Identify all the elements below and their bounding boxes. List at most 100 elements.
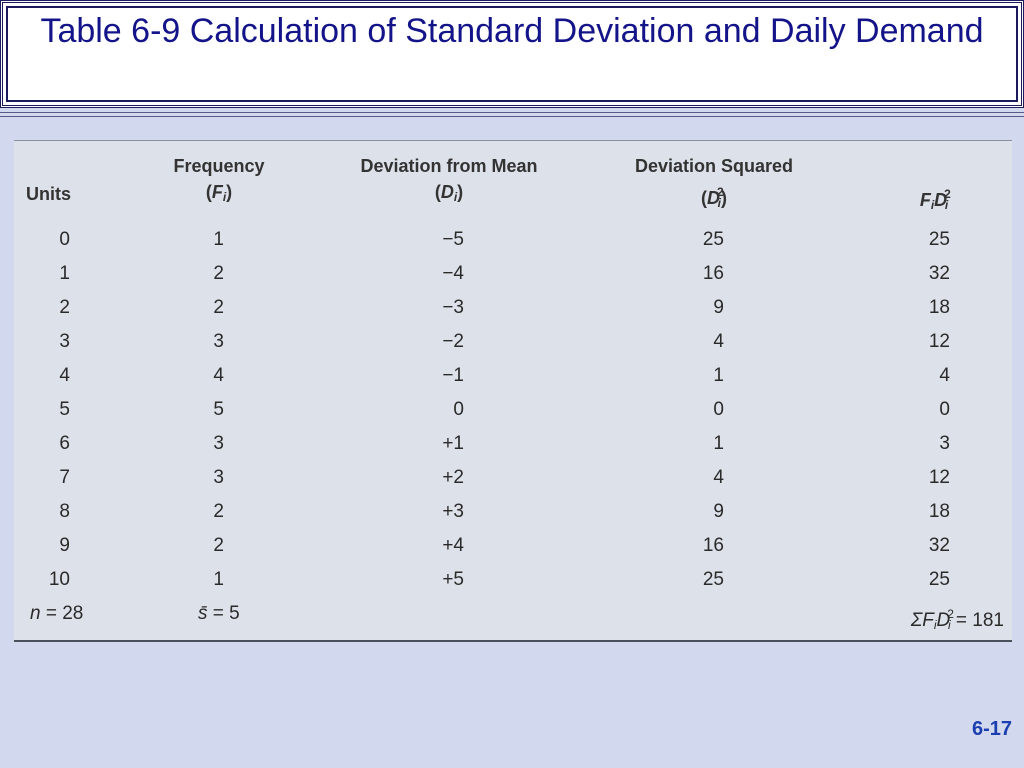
cell-dev-squared: 9	[713, 297, 724, 318]
cell-deviation: +3	[442, 501, 464, 522]
cell-dev-squared: 25	[702, 229, 724, 250]
table-row: 3 3 −2 4 12	[14, 325, 1012, 359]
total-n: n = 28	[30, 597, 130, 631]
cell-dev-squared: 4	[713, 331, 724, 352]
fd2-d: D	[934, 190, 948, 210]
cell-fd2: 25	[928, 229, 950, 250]
cell-units: 1	[59, 263, 70, 284]
total-mean-label: s̄	[198, 603, 208, 624]
cell-frequency: 2	[213, 501, 224, 522]
cell-dev-squared: 1	[713, 365, 724, 386]
table-row: 10 1 +5 25 25	[14, 563, 1012, 597]
header-frequency: Frequency (Fi)	[154, 153, 284, 210]
header-dev-squared-label: Deviation Squared	[634, 156, 794, 176]
cell-frequency: 2	[213, 535, 224, 556]
cell-deviation: −2	[442, 331, 464, 352]
cell-dev-squared: 1	[713, 433, 724, 454]
cell-frequency: 2	[213, 263, 224, 284]
devsq-sub: i	[717, 196, 722, 210]
header-deviation: Deviation from Mean (Di)	[344, 153, 554, 210]
header-frequency-symbol: (Fi)	[205, 182, 233, 204]
cell-deviation: −3	[442, 297, 464, 318]
fd2-f: F	[919, 190, 931, 210]
header-dev-squared: Deviation Squared (D2i)	[619, 153, 809, 216]
header-frequency-label: Frequency	[173, 156, 265, 176]
cell-units: 3	[59, 331, 70, 352]
cell-deviation: −4	[442, 263, 464, 284]
total-sum-prefix: ΣF	[910, 610, 934, 631]
cell-fd2: 4	[939, 365, 950, 386]
cell-frequency: 1	[213, 229, 224, 250]
total-n-label: n	[30, 603, 41, 624]
table-row: 4 4 −1 1 4	[14, 359, 1012, 393]
cell-units: 7	[59, 467, 70, 488]
cell-units: 0	[59, 229, 70, 250]
table-row: 1 2 −4 16 32	[14, 257, 1012, 291]
table-row: 9 2 +4 16 32	[14, 529, 1012, 563]
cell-frequency: 2	[213, 297, 224, 318]
cell-deviation: −1	[442, 365, 464, 386]
title-box: Table 6-9 Calculation of Standard Deviat…	[0, 0, 1024, 108]
cell-dev-squared: 25	[702, 569, 724, 590]
cell-fd2: 18	[928, 297, 950, 318]
cell-units: 2	[59, 297, 70, 318]
cell-units: 8	[59, 501, 70, 522]
devsq-sym: D	[706, 188, 720, 208]
slide-title: Table 6-9 Calculation of Standard Deviat…	[40, 12, 984, 50]
cell-deviation: +5	[442, 569, 464, 590]
cell-fd2: 12	[928, 331, 950, 352]
dev-sym: D	[440, 182, 454, 202]
header-deviation-symbol: (Di)	[434, 182, 464, 204]
cell-deviation: +1	[442, 433, 464, 454]
total-sum-d-sub: i	[947, 618, 951, 632]
cell-units: 6	[59, 433, 70, 454]
title-frame	[6, 6, 1018, 102]
cell-fd2: 32	[928, 535, 950, 556]
cell-fd2: 12	[928, 467, 950, 488]
cell-fd2: 25	[928, 569, 950, 590]
fd2-d-sub: i	[944, 198, 949, 212]
cell-deviation: −5	[442, 229, 464, 250]
table-row: 5 5 0 0 0	[14, 393, 1012, 427]
cell-units: 5	[59, 399, 70, 420]
table-row: 7 3 +2 4 12	[14, 461, 1012, 495]
total-sum-value: = 181	[955, 610, 1004, 631]
cell-fd2: 18	[928, 501, 950, 522]
cell-units: 10	[48, 569, 70, 590]
table-row: 2 2 −3 9 18	[14, 291, 1012, 325]
freq-sub: i	[222, 190, 227, 204]
total-mean-value: = 5	[212, 603, 240, 624]
cell-dev-squared: 9	[713, 501, 724, 522]
data-table: Units Frequency (Fi) Deviation from Mean…	[14, 140, 1012, 642]
cell-deviation: +2	[442, 467, 464, 488]
slide-number: 6-17	[971, 718, 1012, 740]
total-n-value: = 28	[45, 603, 84, 624]
fd2-sup: 2	[944, 187, 951, 201]
freq-sym: F	[211, 182, 223, 202]
divider-bottom	[0, 116, 1024, 117]
total-sum-f-sub: i	[933, 618, 937, 632]
cell-dev-squared: 16	[702, 263, 724, 284]
cell-deviation: 0	[453, 399, 464, 420]
total-sum: ΣFiD2i = 181	[844, 597, 1004, 632]
cell-dev-squared: 4	[713, 467, 724, 488]
total-mean: s̄ = 5	[198, 597, 298, 631]
cell-frequency: 3	[213, 331, 224, 352]
cell-frequency: 4	[213, 365, 224, 386]
cell-frequency: 3	[213, 467, 224, 488]
cell-fd2: 3	[939, 433, 950, 454]
cell-deviation: +4	[442, 535, 464, 556]
total-sum-d: D	[936, 610, 951, 631]
dev-sub: i	[453, 190, 458, 204]
cell-fd2: 0	[939, 399, 950, 420]
cell-units: 4	[59, 365, 70, 386]
header-units: Units	[26, 184, 71, 204]
cell-frequency: 3	[213, 433, 224, 454]
divider-top	[0, 112, 1024, 113]
cell-frequency: 1	[213, 569, 224, 590]
table-row: 0 1 −5 25 25	[14, 223, 1012, 257]
header-fd2: FiD2i	[894, 181, 974, 218]
table-row: 6 3 +1 1 3	[14, 427, 1012, 461]
table-row: 8 2 +3 9 18	[14, 495, 1012, 529]
cell-dev-squared: 16	[702, 535, 724, 556]
